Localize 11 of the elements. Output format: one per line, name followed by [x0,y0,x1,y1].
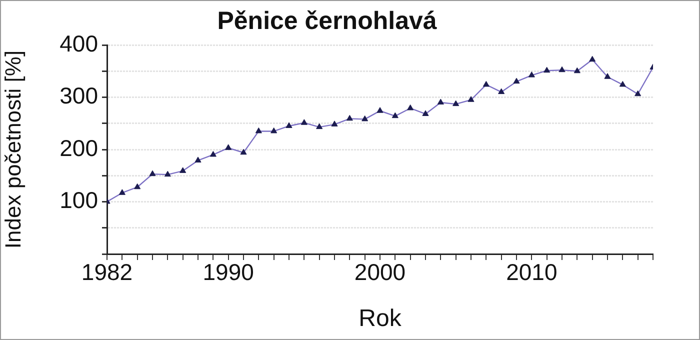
chart-title: Pěnice černohlavá [217,6,437,35]
x-tick-label: 1990 [202,259,254,286]
y-tick-label: 400 [60,30,98,56]
x-axis-title: Rok [358,305,402,332]
y-axis-title: Index početnosti [%] [0,50,26,249]
y-tick-label: 100 [60,187,98,214]
x-tick-label: 2010 [506,259,558,286]
y-tick-label: 200 [60,134,98,161]
x-tick-label: 2000 [354,259,406,286]
y-tick-label: 300 [60,82,98,109]
x-tick-label: 1982 [81,259,133,286]
